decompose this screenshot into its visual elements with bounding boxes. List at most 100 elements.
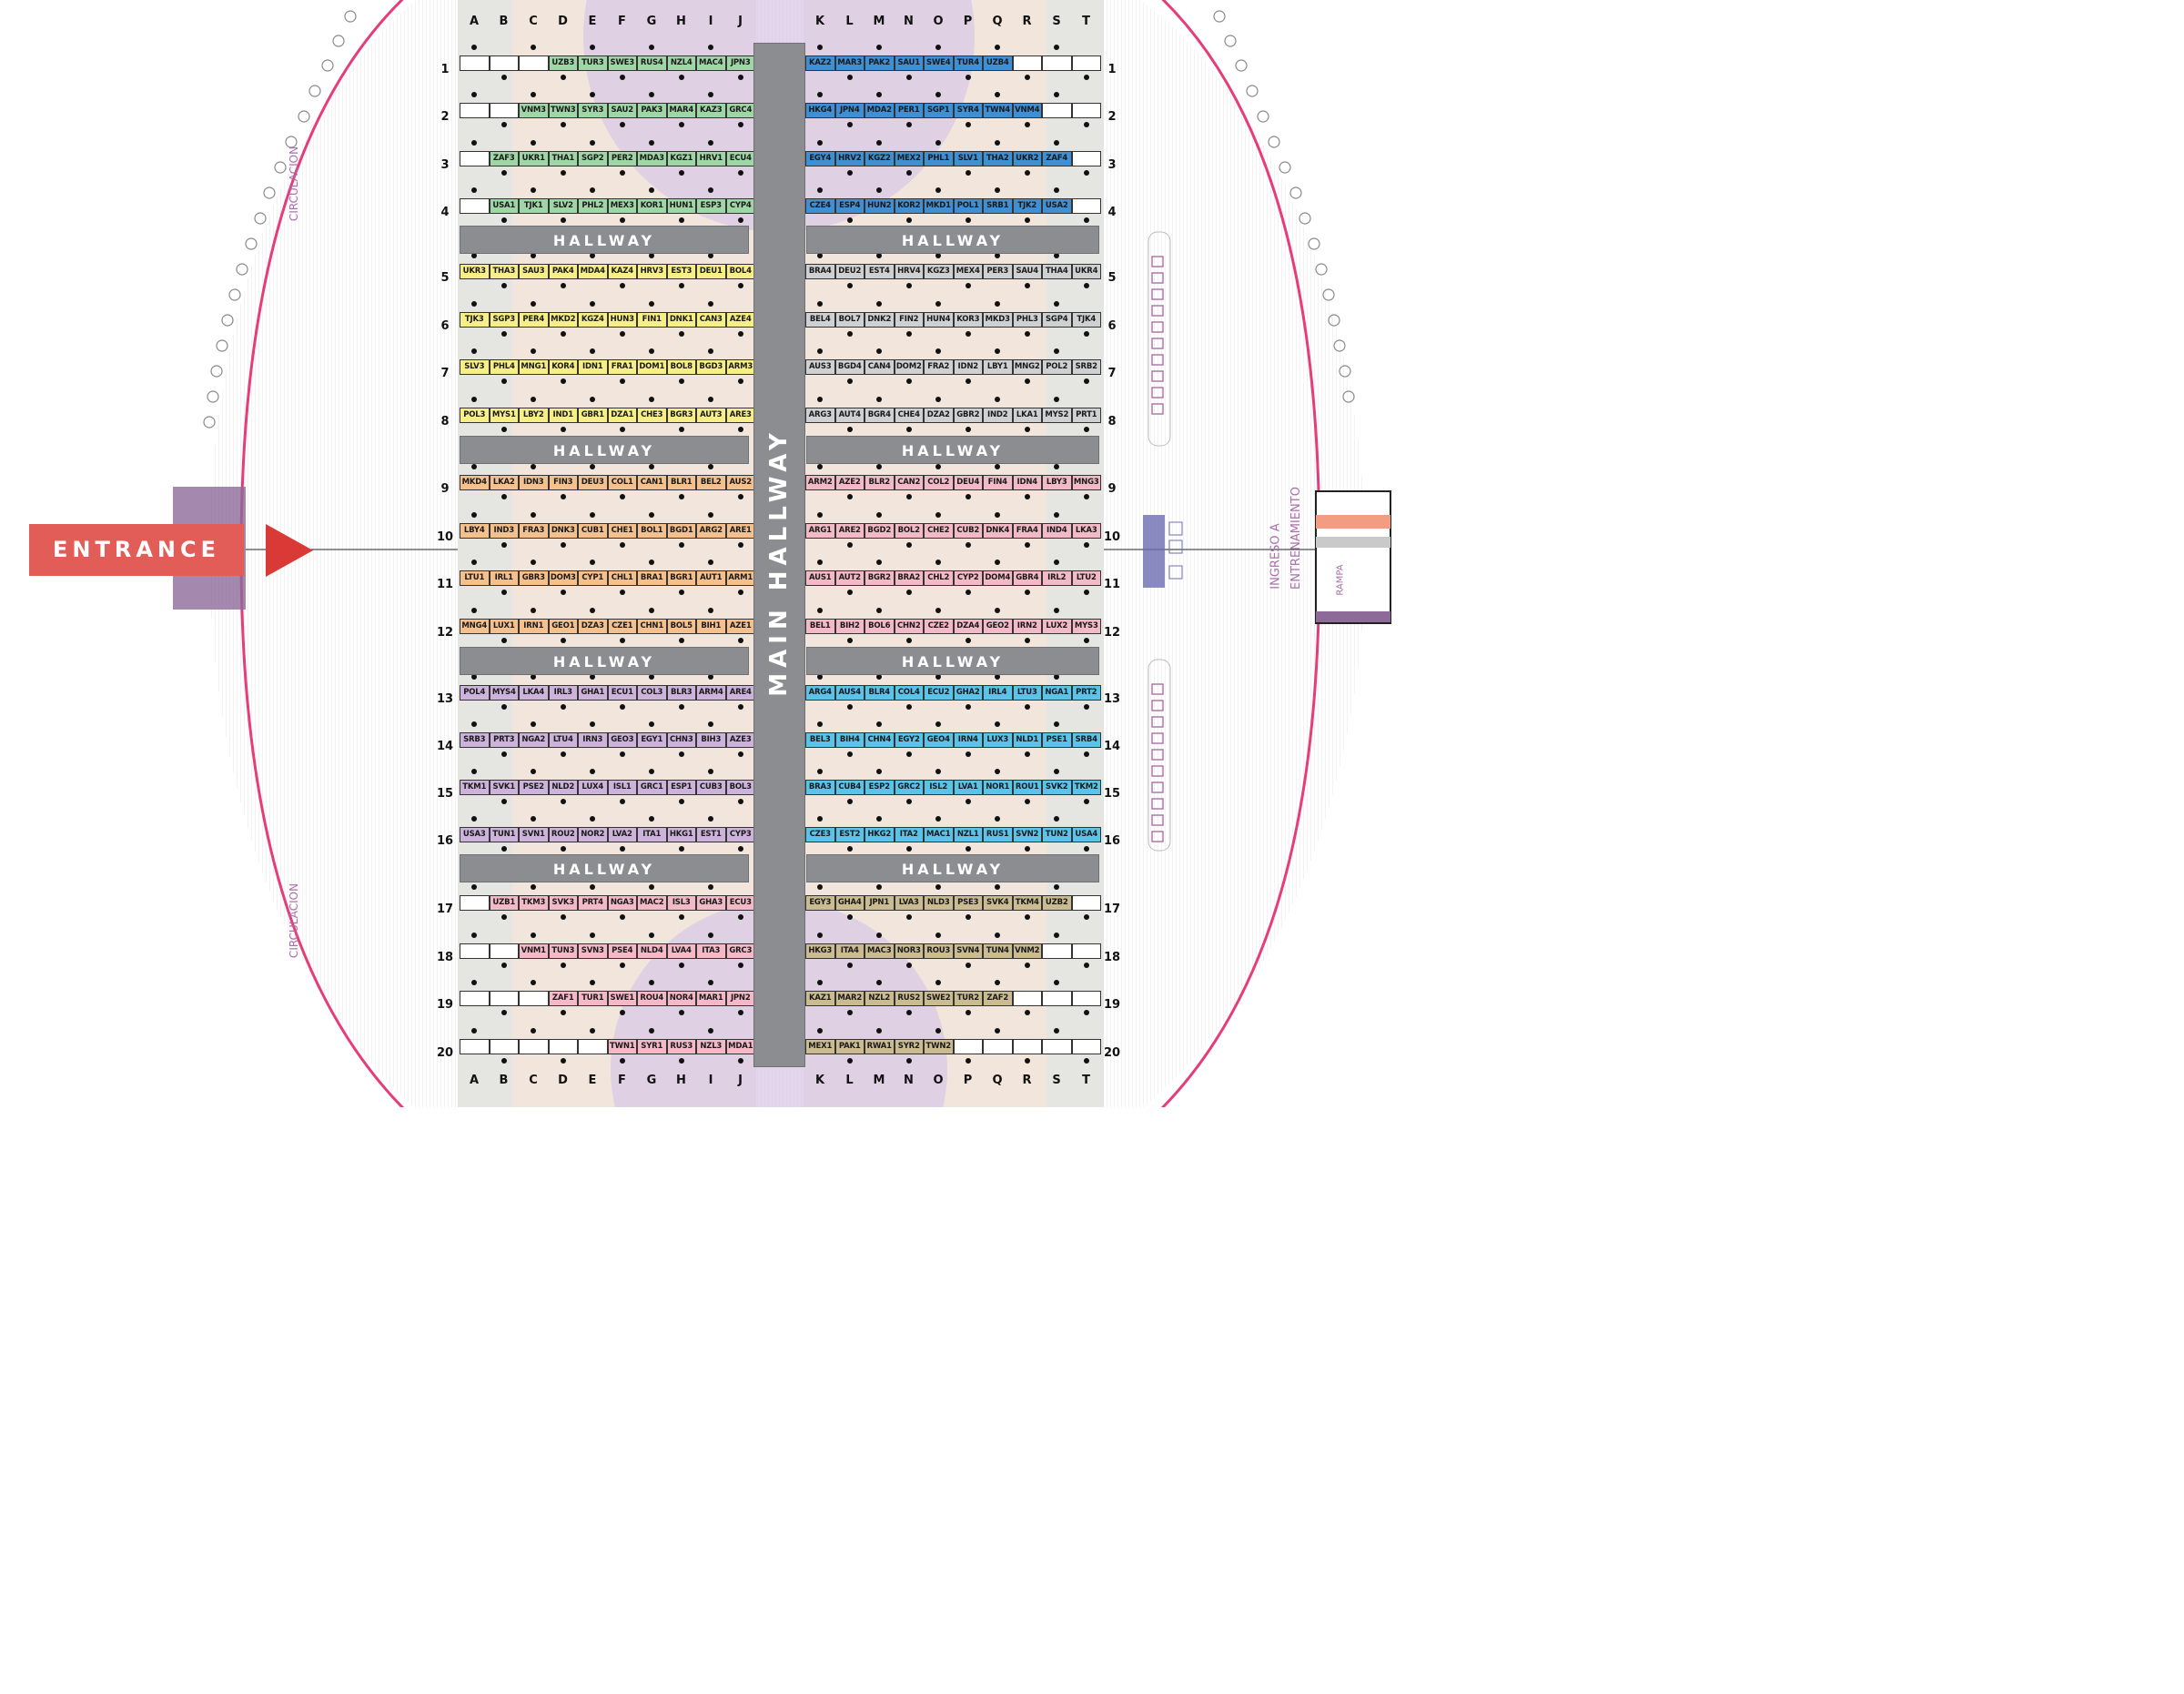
booth: BRA4 xyxy=(805,264,835,279)
booth: IDN3 xyxy=(519,475,549,490)
booth-empty xyxy=(1042,1039,1072,1054)
booth-empty xyxy=(578,1039,608,1054)
grid-dot xyxy=(590,253,595,258)
grid-dot xyxy=(1054,933,1059,938)
grid-dot xyxy=(708,187,713,193)
grid-dot xyxy=(1024,914,1030,920)
grid-dot xyxy=(649,348,654,354)
grid-dot xyxy=(708,933,713,938)
booth: MAR3 xyxy=(834,55,864,71)
booth-empty xyxy=(489,991,519,1006)
grid-dot xyxy=(1083,1058,1089,1064)
grid-dot xyxy=(1083,217,1089,223)
booth: GBR4 xyxy=(1012,570,1042,586)
grid-dot xyxy=(708,560,713,565)
grid-dot xyxy=(876,980,882,985)
grid-dot xyxy=(678,963,684,968)
grid-dot xyxy=(678,542,684,548)
booth: DOM2 xyxy=(894,359,924,375)
booth: CYP3 xyxy=(725,827,755,842)
grid-dot xyxy=(471,301,477,307)
grid-dot xyxy=(965,590,971,595)
booth: FIN1 xyxy=(637,312,667,328)
grid-dot xyxy=(619,1010,625,1015)
column-label-bottom: E xyxy=(588,1074,597,1087)
seat-ring-right xyxy=(1213,10,1355,403)
booth: CHE4 xyxy=(894,408,924,423)
grid-dot xyxy=(560,217,566,223)
booth: BRA1 xyxy=(637,570,667,586)
grid-dot xyxy=(471,348,477,354)
hallway-right: HALLWAY xyxy=(806,226,1099,254)
grid-dot xyxy=(905,799,912,804)
booth: SVN2 xyxy=(1012,827,1042,842)
booth: UZB2 xyxy=(1042,895,1072,911)
grid-dot xyxy=(500,914,507,920)
booth: VNM4 xyxy=(1012,103,1042,118)
booth: NGA3 xyxy=(607,895,637,911)
booth: ARG4 xyxy=(805,685,835,701)
booth: GRC4 xyxy=(725,103,755,118)
booth: LVA4 xyxy=(666,943,696,959)
booth: BOL8 xyxy=(666,359,696,375)
booth: IRN4 xyxy=(953,732,983,748)
booth: ROU1 xyxy=(1012,780,1042,795)
booth: DOM3 xyxy=(548,570,578,586)
booth: BOL5 xyxy=(666,619,696,634)
grid-dot xyxy=(678,846,684,852)
booth: CHE3 xyxy=(637,408,667,423)
grid-dot xyxy=(619,542,625,548)
grid-dot xyxy=(649,721,654,727)
grid-dot xyxy=(935,92,941,97)
grid-dot xyxy=(1083,914,1089,920)
grid-dot xyxy=(995,933,1000,938)
grid-dot xyxy=(935,1028,941,1034)
grid-dot xyxy=(935,560,941,565)
booth: SRB1 xyxy=(983,198,1013,214)
grid-dot xyxy=(876,674,882,680)
grid-dot xyxy=(619,378,625,384)
booth-empty xyxy=(1042,991,1072,1006)
booth: MNG4 xyxy=(460,619,490,634)
grid-dot xyxy=(560,751,566,757)
booth: IND3 xyxy=(489,523,519,539)
column-label-top: A xyxy=(469,15,480,28)
booth: TUR3 xyxy=(578,55,608,71)
grid-dot xyxy=(1054,674,1059,680)
booth: ARE1 xyxy=(725,523,755,539)
grid-dot xyxy=(1083,799,1089,804)
booth: PER2 xyxy=(607,151,637,166)
booth-empty xyxy=(460,198,490,214)
booth: ISL2 xyxy=(924,780,954,795)
grid-dot xyxy=(1083,751,1089,757)
booth: EGY4 xyxy=(805,151,835,166)
booth: CZE2 xyxy=(924,619,954,634)
column-label-bottom: C xyxy=(529,1074,538,1087)
grid-dot xyxy=(500,542,507,548)
grid-dot xyxy=(500,331,507,337)
booth: FIN4 xyxy=(983,475,1013,490)
grid-dot xyxy=(846,751,853,757)
grid-dot xyxy=(1024,751,1030,757)
booth: DNK1 xyxy=(666,312,696,328)
booth-empty xyxy=(1012,991,1042,1006)
booth: IDN4 xyxy=(1012,475,1042,490)
grid-dot xyxy=(471,140,477,146)
booth: SLV3 xyxy=(460,359,490,375)
booth: SGP2 xyxy=(578,151,608,166)
booth: SRB2 xyxy=(1071,359,1101,375)
booth-empty xyxy=(460,1039,490,1054)
grid-dot xyxy=(500,638,507,643)
grid-dot xyxy=(590,980,595,985)
booth: MEX1 xyxy=(805,1039,835,1054)
booth: CYP2 xyxy=(953,570,983,586)
booth: CHN4 xyxy=(864,732,895,748)
grid-dot xyxy=(935,816,941,822)
grid-dot xyxy=(965,1058,971,1064)
grid-dot xyxy=(905,914,912,920)
row-number-right: 20 xyxy=(1103,1046,1121,1060)
grid-dot xyxy=(1054,512,1059,518)
column-label-bottom: G xyxy=(646,1074,657,1087)
grid-dot xyxy=(1054,45,1059,50)
grid-dot xyxy=(560,638,566,643)
